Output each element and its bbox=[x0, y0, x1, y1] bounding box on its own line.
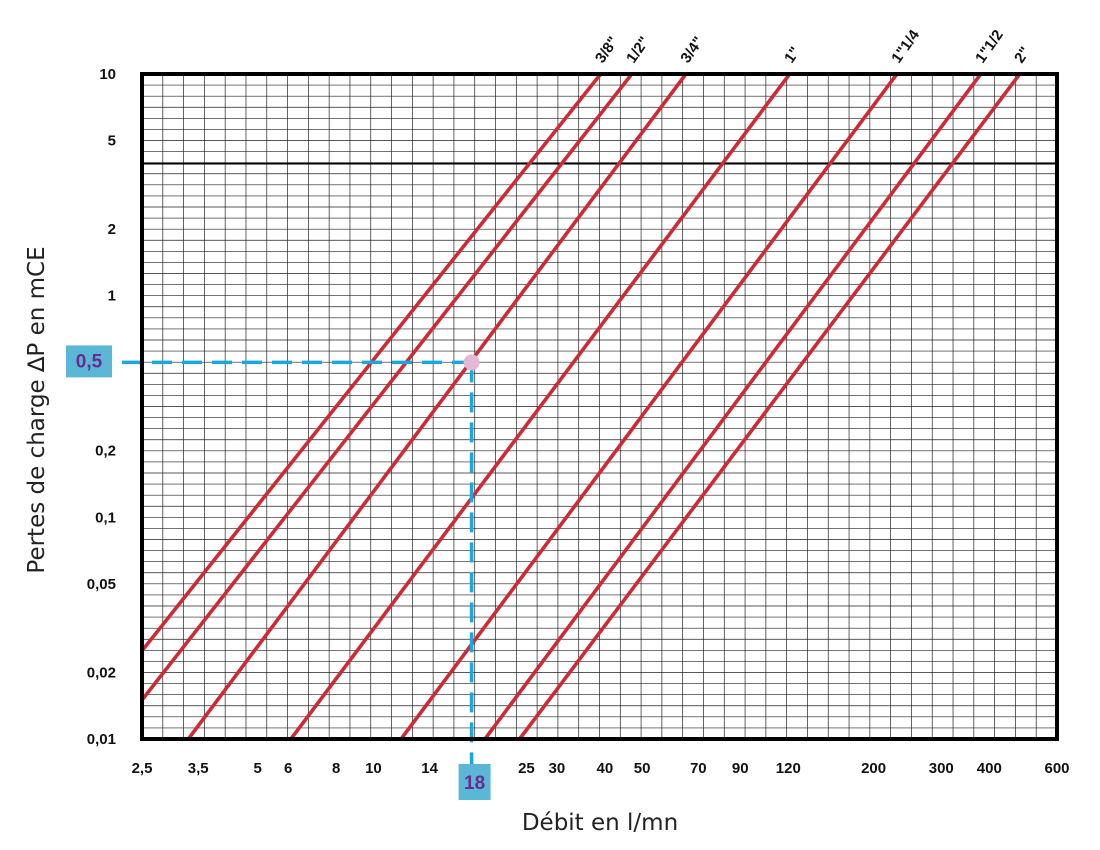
series-label-6: 1"1/2 bbox=[972, 27, 1007, 66]
y-tick-label: 1 bbox=[108, 288, 116, 305]
y-axis-title: Pertes de charge ∆P en mCE bbox=[24, 246, 50, 573]
series-line-4 bbox=[289, 72, 792, 741]
y-tick-label: 10 bbox=[99, 66, 116, 83]
series-line-7 bbox=[518, 72, 1022, 741]
x-tick-label: 50 bbox=[634, 760, 651, 777]
x-tick-label: 400 bbox=[977, 760, 1002, 777]
y-tick-label: 5 bbox=[108, 133, 116, 150]
series-label-1: 3/8" bbox=[592, 34, 622, 67]
y-tick-label: 0,02 bbox=[87, 664, 116, 681]
series-label-5: 1"1/4 bbox=[888, 26, 923, 66]
reading-point bbox=[463, 354, 480, 371]
x-tick-label: 25 bbox=[518, 760, 535, 777]
x-tick-label: 5 bbox=[254, 760, 262, 777]
x-tick-label: 14 bbox=[421, 760, 438, 777]
series-labels: 3/8" 1/2" 3/4" 1" 1"1/4 1"1/2 2" bbox=[592, 26, 1034, 66]
series-label-2: 1/2" bbox=[623, 34, 653, 67]
y-tick-label: 0,05 bbox=[87, 576, 116, 593]
reading-markers: 0,5 18 bbox=[66, 345, 491, 800]
series-label-7: 2" bbox=[1011, 44, 1034, 66]
x-tick-label: 30 bbox=[549, 760, 566, 777]
x-axis-title: Débit en l/mn bbox=[522, 810, 678, 836]
y-tick-label: 0,2 bbox=[95, 443, 116, 460]
series-label-4: 1" bbox=[781, 44, 804, 66]
series-label-3: 3/4" bbox=[677, 34, 707, 67]
y-marker-label: 0,5 bbox=[76, 351, 103, 372]
x-tick-label: 40 bbox=[597, 760, 614, 777]
x-tick-label: 300 bbox=[929, 760, 954, 777]
series-line-2 bbox=[140, 72, 634, 702]
series-line-5 bbox=[399, 72, 899, 741]
x-tick-label: 90 bbox=[732, 760, 749, 777]
x-tick-label: 2,5 bbox=[132, 760, 153, 777]
x-tick-label: 200 bbox=[861, 760, 886, 777]
reading-guides bbox=[122, 354, 480, 765]
x-tick-label: 70 bbox=[690, 760, 707, 777]
x-tick-label: 120 bbox=[776, 760, 801, 777]
plot-frame bbox=[140, 72, 1059, 741]
series-lines bbox=[140, 72, 1022, 741]
x-tick-label: 6 bbox=[284, 760, 292, 777]
y-tick-label: 2 bbox=[108, 221, 116, 238]
x-tick-label: 3,5 bbox=[188, 760, 209, 777]
y-tick-label: 0,1 bbox=[95, 509, 116, 526]
x-marker-box bbox=[458, 764, 491, 800]
x-marker-label: 18 bbox=[464, 773, 485, 794]
y-marker-box bbox=[66, 345, 112, 378]
y-tick-labels: 0,01 0,02 0,05 0,1 0,2 1 2 5 10 bbox=[87, 66, 116, 748]
series-line-6 bbox=[483, 72, 983, 741]
x-tick-label: 8 bbox=[332, 760, 340, 777]
y-tick-label: 0,01 bbox=[87, 731, 116, 748]
series-line-3 bbox=[186, 72, 688, 741]
x-tick-label: 10 bbox=[365, 760, 382, 777]
grid bbox=[142, 74, 1057, 739]
x-tick-label: 600 bbox=[1044, 760, 1069, 777]
x-tick-labels: 2,5 3,5 5 6 8 10 14 25 30 40 50 70 90 120 200 300 400 600 bbox=[132, 760, 1070, 777]
